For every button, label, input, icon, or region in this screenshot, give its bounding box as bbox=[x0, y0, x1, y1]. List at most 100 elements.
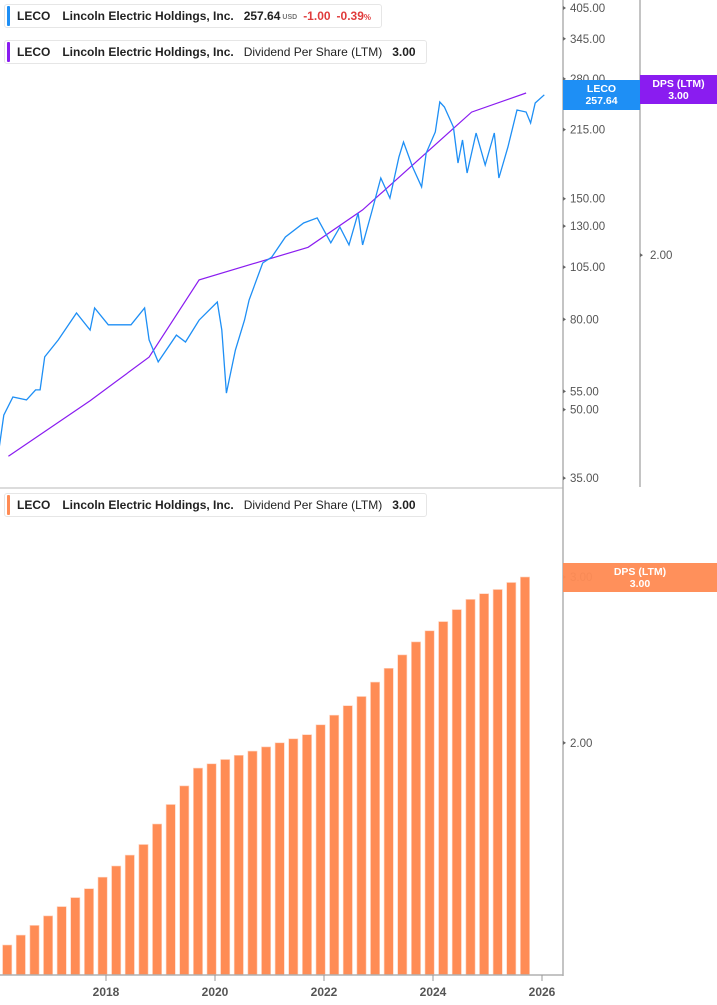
badge-label: DPS (LTM) bbox=[613, 565, 667, 578]
tick-mark bbox=[563, 36, 566, 41]
dps-axis[interactable]: 3.002.00 bbox=[640, 88, 672, 262]
year-tick-label: 2022 bbox=[311, 985, 338, 999]
dps-bar bbox=[206, 763, 217, 976]
price-tick-label: 50.00 bbox=[570, 405, 599, 417]
dps-bar bbox=[506, 582, 517, 976]
legend-change-pct: -0.39 bbox=[336, 9, 364, 23]
dps-bar bbox=[315, 724, 326, 976]
legend-price-value: 257.64 bbox=[243, 9, 281, 23]
dps-bar bbox=[233, 754, 244, 976]
legend-price[interactable]: LECO Lincoln Electric Holdings, Inc. 257… bbox=[4, 4, 383, 28]
dps-bars bbox=[2, 576, 530, 976]
dps-bar bbox=[220, 759, 231, 976]
year-tick-label: 2026 bbox=[529, 985, 556, 999]
dps-bottom-badge: DPS (LTM) 3.00 bbox=[563, 563, 717, 592]
dps-line-series bbox=[8, 92, 527, 457]
badge-label: LECO bbox=[586, 83, 617, 95]
legend-pct-sign: % bbox=[363, 13, 372, 22]
price-line-series bbox=[0, 94, 545, 447]
dps-bar bbox=[43, 915, 53, 976]
price-tick-label: 345.00 bbox=[570, 34, 605, 46]
series-color-swatch bbox=[7, 495, 10, 515]
dps-bar bbox=[479, 593, 489, 976]
dps-bar bbox=[424, 630, 435, 976]
dps-top-badge: DPS (LTM) 3.00 bbox=[640, 75, 717, 104]
dps-bar bbox=[97, 876, 108, 976]
dps-bar bbox=[165, 804, 176, 976]
legend-symbol: LECO bbox=[17, 45, 51, 59]
tick-mark bbox=[563, 389, 566, 394]
dps-bar bbox=[261, 746, 271, 976]
dps-bar bbox=[492, 589, 503, 976]
tick-mark bbox=[563, 6, 566, 10]
legend-company: Lincoln Electric Holdings, Inc. bbox=[62, 498, 234, 512]
dps-bar bbox=[438, 621, 449, 976]
dps-bar bbox=[179, 785, 190, 976]
tick-mark bbox=[563, 740, 566, 745]
legend-value: 3.00 bbox=[392, 45, 416, 59]
dps-bar bbox=[124, 854, 135, 976]
legend-symbol: LECO bbox=[17, 498, 51, 512]
dps-bar bbox=[451, 609, 462, 976]
series-color-swatch bbox=[7, 6, 10, 26]
dps-bar bbox=[342, 705, 353, 976]
badge-value: 257.64 bbox=[585, 95, 618, 107]
dps-bar bbox=[274, 742, 285, 976]
legend-metric: Dividend Per Share (LTM) bbox=[243, 45, 383, 59]
tick-mark bbox=[640, 253, 643, 258]
series-color-swatch bbox=[7, 42, 10, 62]
tick-mark bbox=[563, 127, 566, 132]
tick-mark bbox=[563, 407, 566, 412]
bar-tick-label: 2.00 bbox=[570, 738, 592, 750]
dps-bar bbox=[56, 906, 67, 976]
legend-metric: Dividend Per Share (LTM) bbox=[243, 498, 383, 512]
bar-y-axis[interactable]: 3.002.00 bbox=[563, 572, 592, 750]
price-axis[interactable]: 405.00345.00280.00215.00150.00130.00105.… bbox=[563, 3, 605, 485]
dps-bar bbox=[84, 888, 94, 976]
tick-mark bbox=[563, 265, 566, 270]
dps-bar bbox=[356, 696, 367, 976]
tick-mark bbox=[563, 224, 566, 229]
dps-bar bbox=[152, 823, 162, 976]
badge-value: 3.00 bbox=[629, 577, 651, 590]
dps-bar bbox=[411, 641, 421, 976]
dps-bar bbox=[15, 934, 26, 976]
dps-bar bbox=[329, 714, 340, 976]
price-tick-label: 105.00 bbox=[570, 262, 605, 274]
price-badge: LECO 257.64 bbox=[563, 80, 640, 110]
dps-bar bbox=[520, 576, 530, 976]
tick-mark bbox=[563, 76, 566, 81]
price-tick-label: 215.00 bbox=[570, 125, 605, 137]
price-tick-label: 55.00 bbox=[570, 386, 599, 398]
dps-bar bbox=[465, 599, 476, 976]
dps-bar bbox=[193, 767, 203, 976]
legend-change: -1.00 bbox=[303, 9, 331, 23]
price-tick-label: 405.00 bbox=[570, 3, 605, 15]
dps-bar bbox=[247, 750, 258, 976]
dps-bar bbox=[70, 897, 81, 976]
dps-bar bbox=[288, 738, 299, 976]
legend-dps-bottom[interactable]: LECO Lincoln Electric Holdings, Inc. Div… bbox=[4, 493, 427, 517]
dps-bar bbox=[2, 944, 13, 976]
legend-value: 3.00 bbox=[392, 498, 416, 512]
time-axis[interactable]: 2018 2020 2022 2024 2026 bbox=[93, 975, 556, 999]
dps-bar bbox=[370, 681, 380, 976]
legend-dps-top[interactable]: LECO Lincoln Electric Holdings, Inc. Div… bbox=[4, 40, 427, 64]
tick-mark bbox=[563, 476, 566, 481]
dps-bar bbox=[138, 844, 149, 976]
year-tick-label: 2024 bbox=[420, 985, 447, 999]
dps-bar bbox=[111, 865, 122, 976]
price-tick-label: 130.00 bbox=[570, 221, 605, 233]
price-tick-label: 150.00 bbox=[570, 194, 605, 206]
dps-bar bbox=[302, 734, 312, 976]
price-tick-label: 35.00 bbox=[570, 473, 599, 485]
dps-tick-label: 2.00 bbox=[650, 250, 672, 262]
year-tick-label: 2020 bbox=[202, 985, 229, 999]
dps-bar bbox=[397, 654, 408, 976]
legend-symbol: LECO bbox=[17, 9, 51, 23]
dps-bar bbox=[29, 925, 40, 976]
tick-mark bbox=[563, 196, 566, 201]
badge-label: DPS (LTM) bbox=[652, 77, 705, 90]
badge-value: 3.00 bbox=[668, 89, 689, 102]
